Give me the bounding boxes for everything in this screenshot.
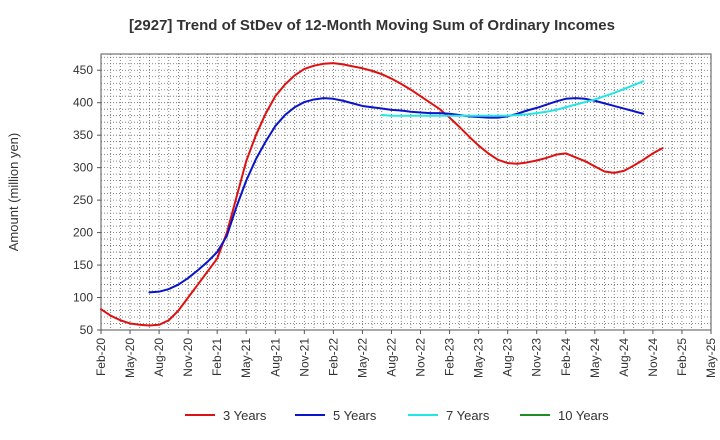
x-tick-label: May-21: [239, 338, 253, 378]
legend-label: 7 Years: [446, 408, 490, 423]
legend-label: 3 Years: [223, 408, 267, 423]
series-line-3-years: [100, 62, 664, 327]
y-tick-label: 300: [73, 161, 93, 175]
x-tick-label: Feb-23: [443, 338, 457, 376]
x-tick-label: Feb-21: [210, 338, 224, 376]
chart-title: [2927] Trend of StDev of 12-Month Moving…: [129, 17, 615, 34]
y-tick-label: 150: [73, 258, 93, 272]
legend: 3 Years 5 Years 7 Years 10 Years: [185, 408, 609, 423]
x-tick-label: Aug-20: [152, 338, 166, 377]
y-tick-label: 100: [73, 291, 93, 305]
x-tick-label: Nov-22: [414, 338, 428, 377]
x-tick-label: Nov-21: [297, 338, 311, 377]
y-tick-label: 50: [80, 323, 94, 337]
x-tick-label: Nov-24: [646, 338, 660, 377]
y-tick-label: 450: [73, 63, 93, 77]
y-tick-label: 200: [73, 226, 93, 240]
x-tick-label: Feb-25: [675, 338, 689, 376]
x-tick-label: May-20: [123, 338, 137, 378]
x-tick-label: Aug-21: [268, 338, 282, 377]
x-tick-label: Nov-23: [530, 338, 544, 377]
x-tick-label: Feb-22: [326, 338, 340, 376]
x-tick-label: Feb-20: [94, 338, 108, 376]
plot-area: [100, 53, 712, 331]
y-tick-label: 350: [73, 128, 93, 142]
x-tick-label: Aug-23: [501, 338, 515, 377]
x-tick-label: Feb-24: [559, 338, 573, 376]
legend-label: 5 Years: [333, 408, 377, 423]
grid: [101, 54, 711, 330]
legend-label: 10 Years: [558, 408, 609, 423]
x-tick-label: May-22: [355, 338, 369, 378]
y-tick-label: 400: [73, 96, 93, 110]
x-tick-label: Aug-22: [384, 338, 398, 377]
x-tick-label: Nov-20: [181, 338, 195, 377]
series-line-7-years: [380, 80, 645, 117]
y-axis-label: Amount (million yen): [6, 133, 21, 252]
x-tick-label: Aug-24: [617, 338, 631, 377]
series-lines: [100, 62, 664, 327]
series-line-5-years: [148, 97, 645, 294]
y-axis-ticks: 50 100 150 200 250 300 350 400 450: [73, 63, 101, 337]
y-tick-label: 250: [73, 193, 93, 207]
x-axis-ticks: Feb-20 May-20 Aug-20 Nov-20 Feb-21 May-21 Aug-…: [94, 330, 718, 378]
x-tick-label: May-23: [472, 338, 486, 378]
x-tick-label: May-24: [588, 338, 602, 378]
x-tick-label: May-25: [704, 338, 718, 378]
